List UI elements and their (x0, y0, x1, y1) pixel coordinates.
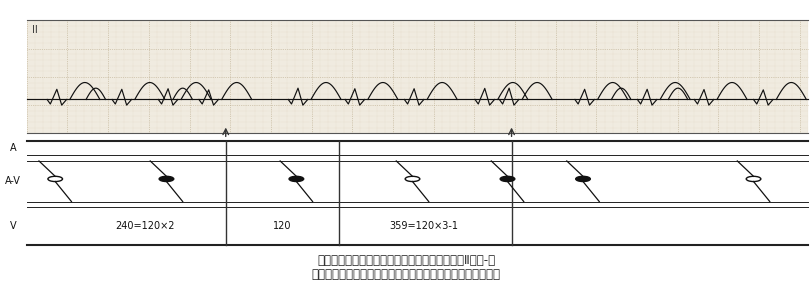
Circle shape (159, 176, 174, 182)
Text: 240=120×2: 240=120×2 (114, 221, 174, 231)
Text: 120: 120 (273, 221, 291, 231)
Circle shape (575, 176, 590, 182)
FancyBboxPatch shape (27, 20, 807, 133)
Text: A-V: A-V (5, 176, 21, 186)
Text: 359=120×3-1: 359=120×3-1 (389, 221, 457, 231)
Circle shape (500, 176, 514, 182)
Text: 岇性心律不齐、房室交接性早搔时伴顺向性二度Ⅱ型异-肌: 岇性心律不齐、房室交接性早搔时伴顺向性二度Ⅱ型异-肌 (316, 255, 495, 267)
Circle shape (289, 176, 303, 182)
Text: A: A (10, 143, 16, 153)
Text: II: II (32, 25, 37, 35)
Text: V: V (10, 221, 16, 231)
Text: 交接区传出阻滞、房室交接性逸摄，提示房室交接性并行心律: 交接区传出阻滞、房室交接性逸摄，提示房室交接性并行心律 (311, 268, 500, 280)
